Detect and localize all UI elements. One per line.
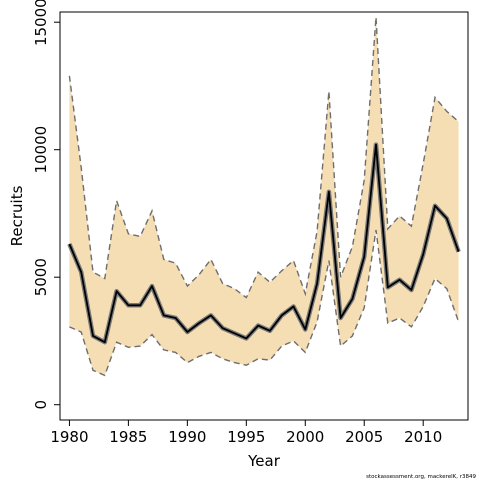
y-tick-label: 0	[32, 400, 50, 410]
x-tick-label: 2005	[345, 428, 383, 446]
x-tick-label: 1985	[109, 428, 147, 446]
y-tick-label: 10000	[32, 126, 50, 174]
x-tick-label: 1995	[227, 428, 265, 446]
x-tick-label: 2010	[404, 428, 442, 446]
series-layer	[67, 17, 461, 377]
upper-bound-line	[68, 17, 460, 299]
y-axis: 0 5000 10000 15000	[32, 0, 60, 409]
plot-frame	[59, 11, 469, 421]
x-axis-title: Year	[247, 452, 281, 470]
y-axis-title: Recruits	[8, 185, 26, 246]
lower-bound-line	[69, 229, 460, 377]
x-axis: 1980 1985 1990 1995 2000 2005 2010	[50, 420, 442, 446]
footer-credit: stockassessment.org, mackerelK, r3849	[366, 474, 476, 480]
y-tick-label: 15000	[32, 0, 50, 46]
estimate-line	[68, 143, 460, 344]
x-tick-label: 2000	[286, 428, 324, 446]
confidence-band-layer	[69, 17, 459, 376]
confidence-band	[69, 17, 459, 376]
x-tick-label: 1990	[168, 428, 206, 446]
y-tick-label: 5000	[32, 258, 50, 296]
x-tick-label: 1980	[50, 428, 88, 446]
